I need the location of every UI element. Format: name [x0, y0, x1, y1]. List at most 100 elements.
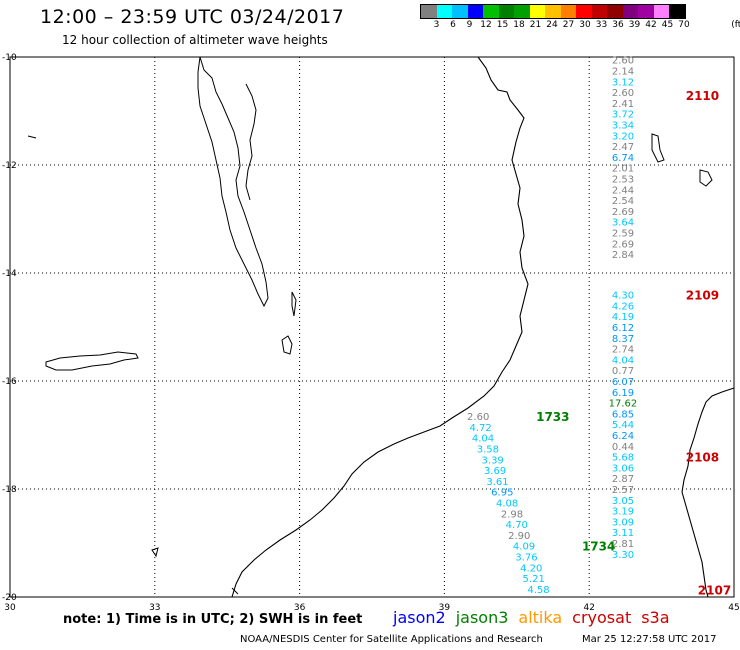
pass-time-label: 2107: [698, 583, 731, 597]
legend-tick-label: 24: [546, 20, 558, 30]
lon-tick-label: 30: [4, 603, 16, 613]
wave-height-value: 2.60: [612, 88, 634, 99]
wave-height-value: 3.06: [612, 463, 634, 474]
coastline-mainland: [231, 56, 529, 598]
legend-swatch: [653, 5, 669, 18]
legend-tick-label: 30: [579, 20, 591, 30]
legend-swatch: [514, 5, 530, 18]
wave-height-value: 3.11: [612, 528, 634, 539]
wave-height-value: 6.07: [612, 377, 634, 388]
wave-height-value: 2.60: [467, 412, 489, 423]
lake-nyasa: [197, 56, 269, 308]
wave-height-value: 0.44: [612, 442, 634, 453]
wave-height-value: 2.69: [612, 239, 634, 250]
wave-height-value: 3.34: [612, 121, 634, 132]
legend-swatch: [436, 5, 452, 18]
madagascar-coast: [681, 387, 735, 598]
wave-height-value: 6.12: [612, 323, 634, 334]
wave-height-value: 6.85: [612, 409, 634, 420]
satellite-label-altika: altika: [518, 608, 563, 627]
wave-height-value: 4.58: [527, 585, 549, 596]
wave-height-value: 6.95: [491, 488, 513, 499]
wave-height-value: 4.04: [612, 355, 634, 366]
wave-height-value: 4.72: [469, 423, 491, 434]
legend-tick-label: 42: [645, 20, 657, 30]
wave-height-value: 3.76: [515, 553, 537, 564]
lake-chilwa: [281, 335, 293, 355]
wave-height-value: 2.81: [612, 539, 634, 550]
wave-height-value: 3.12: [612, 77, 634, 88]
lon-tick-label: 39: [439, 603, 451, 613]
pass-time-label: 2110: [686, 89, 719, 103]
wave-height-value: 5.68: [612, 453, 634, 464]
legend-swatch: [591, 5, 607, 18]
wave-height-value: 5.21: [523, 574, 545, 585]
wave-height-value: 4.26: [612, 301, 634, 312]
satellite-legend: jason2 jason3 altika cryosat s3a: [393, 608, 680, 627]
map-title: 12:00 – 23:59 UTC 03/24/2017: [40, 6, 345, 28]
legend-tick-label: 15: [496, 20, 509, 30]
legend-color-bar: [420, 4, 686, 19]
lat-tick-label: -12: [2, 161, 17, 171]
legend-tick-label: 6: [450, 20, 456, 30]
pass-time-label: 2109: [686, 289, 719, 303]
wave-height-value: 2.54: [612, 196, 634, 207]
pass-time-label: 1734: [582, 540, 615, 554]
lat-tick-label: -14: [2, 269, 17, 279]
wave-height-value: 2.74: [612, 345, 634, 356]
legend-tick-label: 3: [433, 20, 440, 30]
wave-height-value: 6.74: [612, 153, 634, 164]
legend-swatch: [498, 5, 514, 18]
axis-labels: 30 33 36 39 42 45 -10 -12 -14 -16 -18 -20: [2, 53, 740, 613]
lat-tick-label: -18: [2, 485, 17, 495]
legend-swatch: [545, 5, 561, 18]
island-mark-3: [231, 587, 239, 595]
comoro-island: [651, 133, 665, 163]
lat-tick-label: -10: [2, 53, 17, 63]
wave-height-value: 4.09: [513, 542, 535, 553]
wave-height-value: 3.64: [612, 218, 634, 229]
grid-lines: [10, 57, 734, 597]
wave-height-value: 3.39: [482, 455, 504, 466]
generated-timestamp: Mar 25 12:27:58 UTC 2017: [582, 634, 717, 645]
satellite-label-jason3: jason3: [455, 608, 509, 627]
legend-swatch: [607, 5, 623, 18]
wave-height-value: 3.19: [612, 507, 634, 518]
legend-tick-label: 18: [513, 20, 525, 30]
legend-tick-label: 21: [529, 20, 542, 30]
legend-swatch: [452, 5, 468, 18]
legend-tick-label: 36: [612, 20, 624, 30]
lon-tick-label: 36: [294, 603, 306, 613]
wave-height-value: 2.14: [612, 67, 634, 78]
pass-time-label: 1733: [536, 410, 569, 424]
wave-height-value: 3.69: [484, 466, 506, 477]
legend-swatch: [576, 5, 592, 18]
legend-swatch: [421, 5, 437, 18]
legend-swatch: [638, 5, 654, 18]
wave-height-value: 3.61: [486, 477, 508, 488]
legend-tick-label: 45: [661, 20, 674, 30]
legend-swatch: [483, 5, 499, 18]
mayotte-island: [699, 169, 713, 187]
wave-height-value: 2.01: [612, 164, 634, 175]
wave-height-value: 2.90: [508, 531, 530, 542]
plot-frame: [9, 56, 735, 598]
wave-height-value: 3.20: [612, 131, 634, 142]
island-mark-1: [27, 135, 37, 139]
wave-height-value: 4.19: [612, 312, 634, 323]
credit-line: NOAA/NESDIS Center for Satellite Applica…: [240, 634, 543, 645]
legend-swatch: [560, 5, 576, 18]
wave-height-value: 4.30: [612, 291, 634, 302]
wave-height-value: 6.19: [612, 388, 634, 399]
wave-height-value: 2.47: [612, 142, 634, 153]
legend-swatch: [529, 5, 545, 18]
lake-kariba: [45, 351, 139, 371]
lon-tick-label: 42: [583, 603, 594, 613]
wave-height-value: 3.72: [612, 110, 634, 121]
wave-height-value: 3.09: [612, 517, 634, 528]
lat-tick-label: -16: [2, 377, 17, 387]
wave-height-value: 4.08: [496, 499, 518, 510]
